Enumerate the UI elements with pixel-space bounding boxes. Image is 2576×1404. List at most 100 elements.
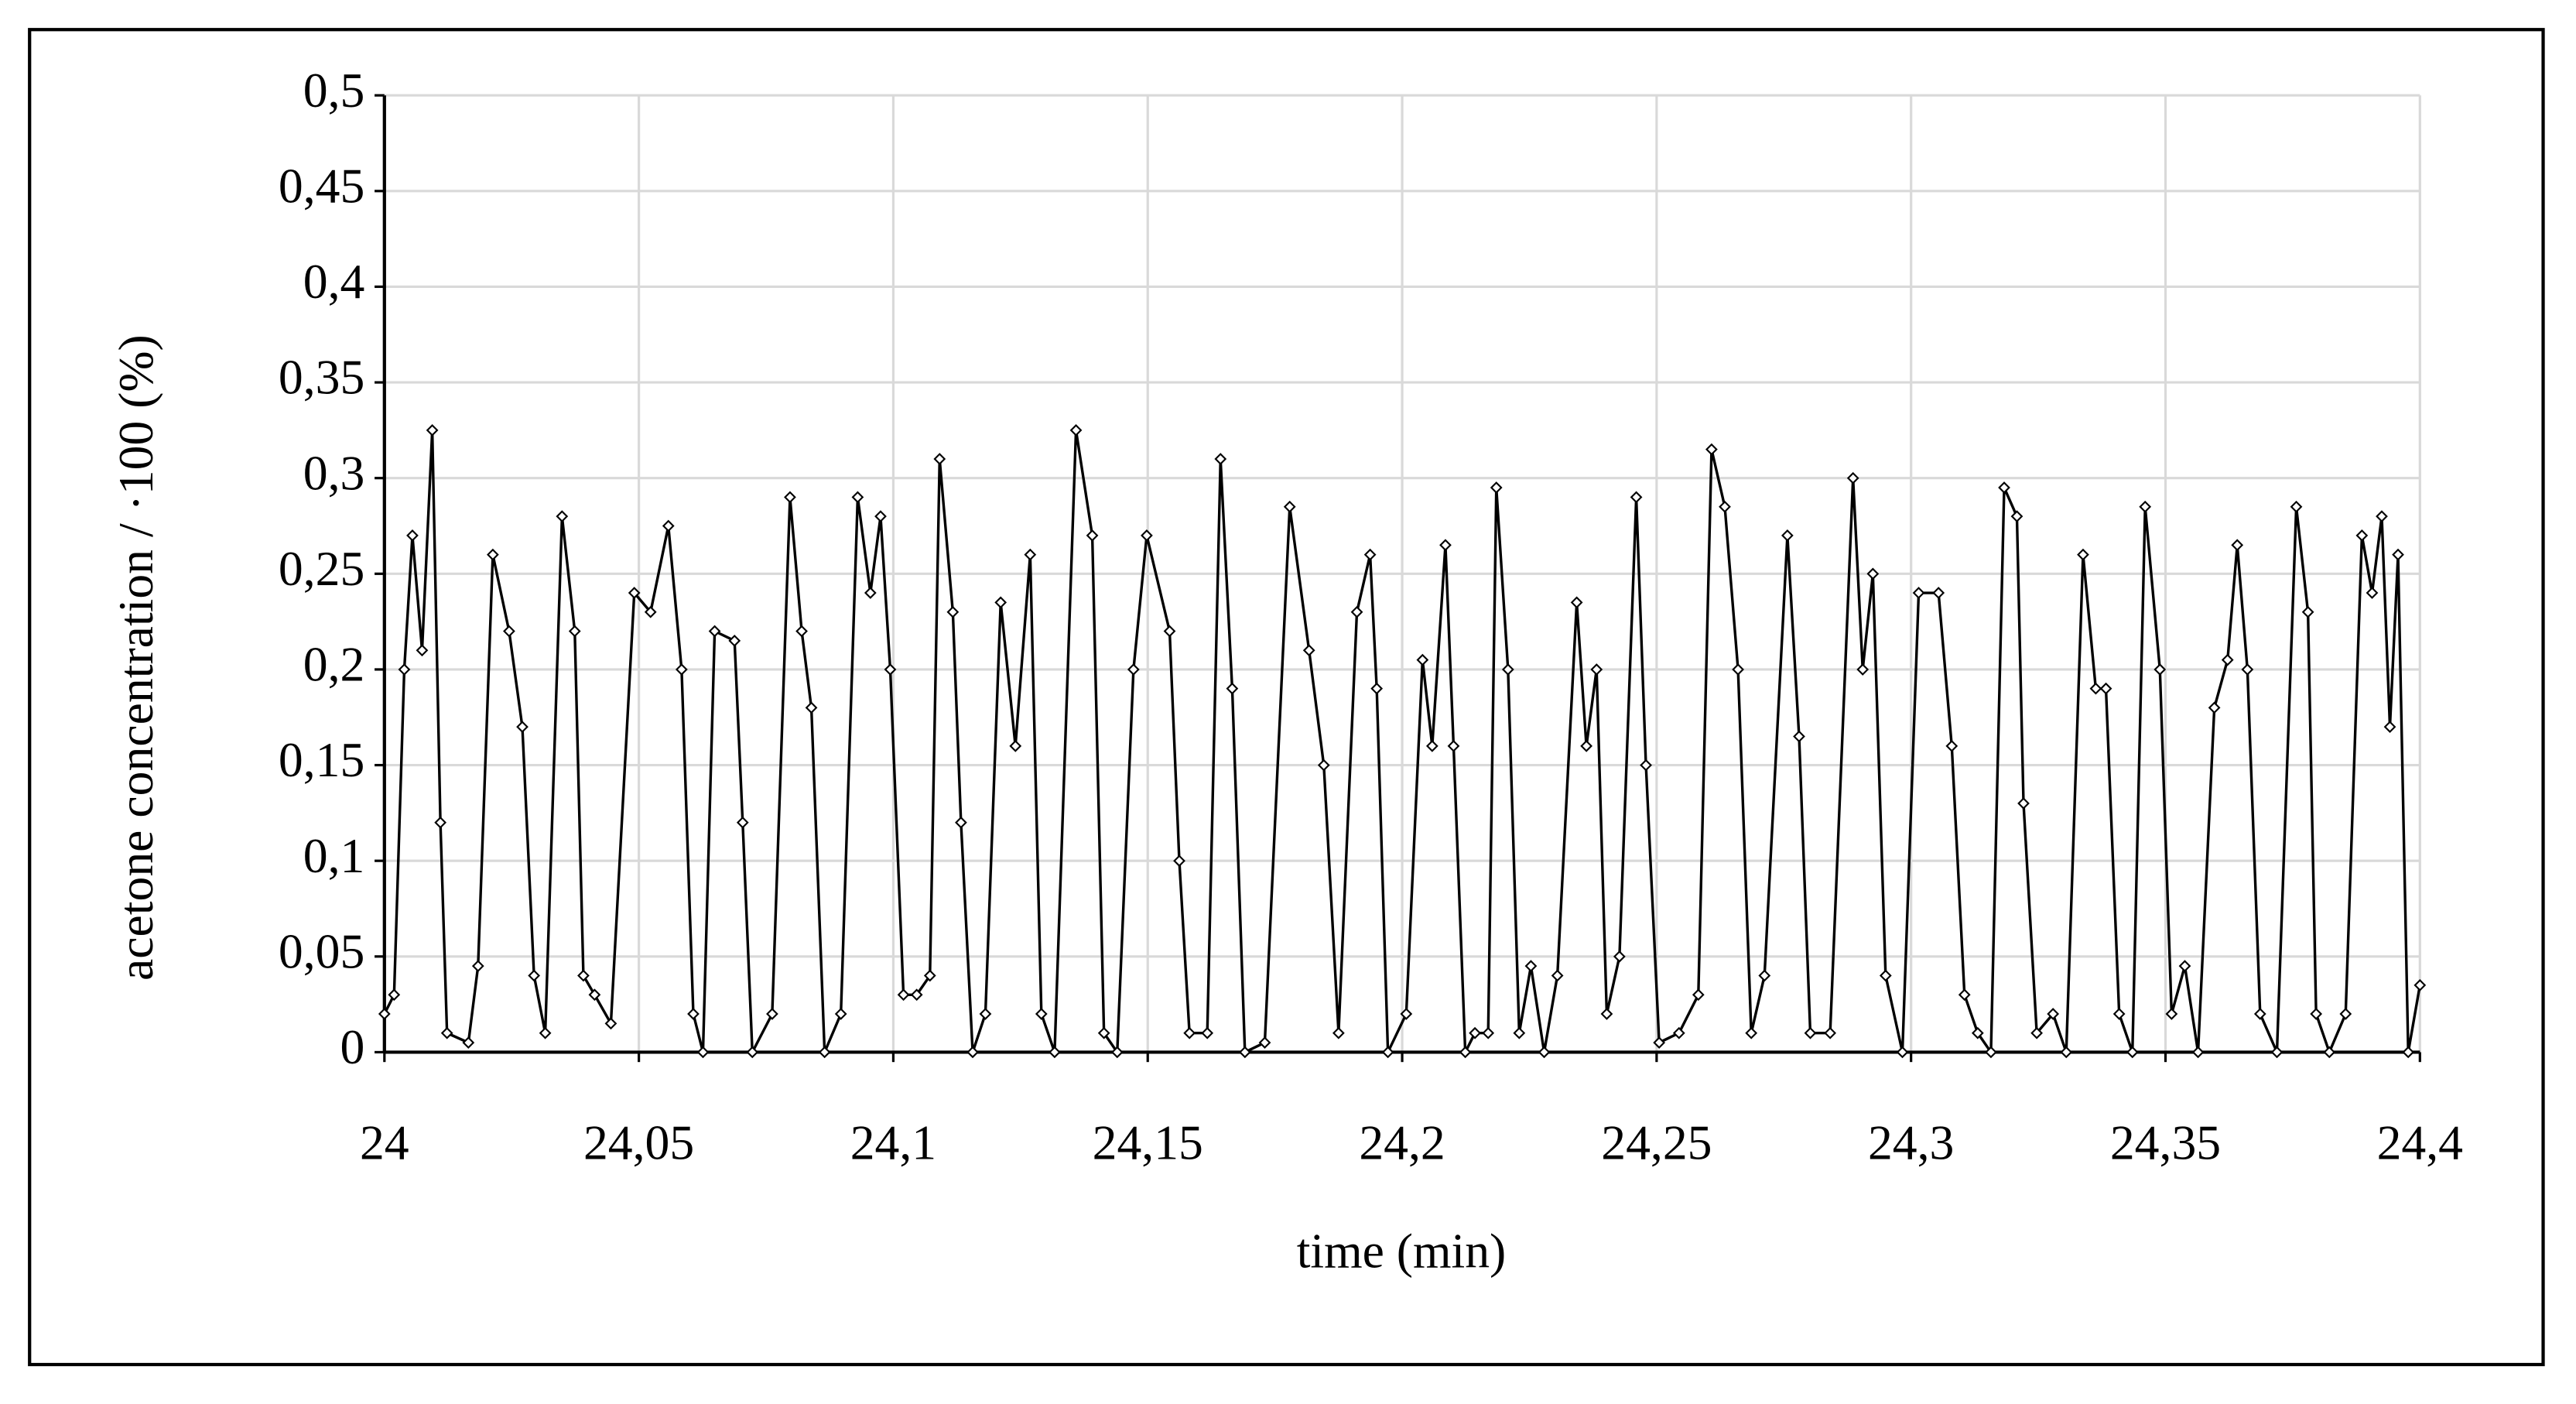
y-tick-label: 0,1: [303, 828, 365, 883]
data-marker: [1971, 1026, 1984, 1039]
data-marker: [1302, 644, 1315, 657]
data-marker: [2241, 663, 2254, 676]
data-marker: [440, 1026, 453, 1039]
data-marker: [834, 1008, 847, 1020]
x-tick-label: 24,3: [1868, 1115, 1954, 1169]
data-marker: [556, 510, 569, 523]
data-marker: [1381, 1046, 1394, 1059]
data-marker: [1049, 1046, 1061, 1059]
data-marker: [539, 1026, 552, 1039]
data-marker: [766, 1008, 778, 1020]
data-marker: [1613, 950, 1626, 963]
data-marker: [528, 969, 541, 982]
data-marker: [568, 625, 581, 638]
data-marker: [1719, 500, 1731, 513]
data-marker: [1824, 1026, 1836, 1039]
y-axis-title: acetone concentration / ·100 (%): [108, 334, 163, 981]
data-marker: [2414, 979, 2427, 991]
data-marker: [434, 816, 447, 829]
data-marker: [1425, 739, 1439, 752]
x-tick-label: 24,2: [1359, 1115, 1445, 1169]
x-tick-label: 24,05: [583, 1115, 694, 1169]
data-marker: [1501, 663, 1514, 676]
data-marker: [503, 625, 515, 638]
data-marker: [1469, 1026, 1481, 1039]
data-marker: [966, 1046, 979, 1059]
data-marker: [736, 816, 749, 829]
data-marker: [1932, 587, 1945, 599]
data-marker: [1363, 548, 1377, 561]
data-marker: [1141, 529, 1153, 542]
data-marker: [516, 721, 529, 733]
data-marker: [708, 625, 721, 638]
data-marker: [2310, 1008, 2323, 1020]
y-tick-label: 0,35: [279, 350, 364, 405]
data-marker: [1350, 605, 1363, 618]
data-marker: [1745, 1026, 1758, 1039]
data-marker: [1692, 988, 1705, 1002]
data-marker: [933, 453, 946, 465]
y-tick-label: 0,45: [279, 158, 364, 213]
data-marker: [2178, 960, 2191, 973]
data-marker: [1226, 682, 1239, 695]
data-marker: [2165, 1008, 2178, 1020]
data-marker: [1400, 1008, 1413, 1020]
data-marker: [675, 663, 688, 676]
data-marker: [784, 491, 796, 504]
data-marker: [874, 510, 887, 523]
data-marker: [795, 625, 808, 638]
data-marker: [2339, 1008, 2352, 1020]
data-marker: [2191, 1046, 2205, 1059]
data-marker: [2112, 1008, 2126, 1020]
data-marker: [1524, 960, 1538, 973]
data-marker: [1332, 1026, 1345, 1039]
data-marker: [378, 1008, 391, 1020]
data-marker: [416, 644, 429, 657]
data-marker: [851, 491, 864, 504]
data-marker: [388, 988, 401, 1002]
data-marker: [1538, 1046, 1551, 1059]
data-marker: [2301, 605, 2314, 618]
x-tick-label: 24,4: [2377, 1115, 2463, 1169]
data-marker: [398, 663, 411, 676]
data-marker: [2270, 1046, 2284, 1059]
data-marker: [1879, 969, 1892, 982]
data-marker: [1482, 1026, 1495, 1039]
data-marker: [1896, 1046, 1909, 1059]
data-marker: [1127, 663, 1140, 676]
data-marker: [910, 988, 923, 1002]
data-marker: [1110, 1046, 1124, 1059]
data-marker: [577, 969, 590, 982]
data-marker: [696, 1046, 710, 1059]
data-marker: [2139, 500, 2152, 513]
data-marker: [462, 1036, 475, 1049]
data-marker: [687, 1008, 700, 1020]
data-marker: [1439, 539, 1452, 552]
data-marker: [406, 529, 419, 542]
data-marker: [1846, 471, 1859, 485]
data-marker: [897, 988, 910, 1002]
data-marker: [1183, 1026, 1196, 1039]
data-marker: [2154, 663, 2167, 676]
data-marker: [1035, 1008, 1048, 1020]
y-tick-label: 0,2: [303, 637, 365, 692]
data-marker: [2366, 587, 2379, 599]
data-marker: [1998, 481, 2010, 494]
data-marker: [1630, 491, 1643, 504]
data-marker: [2208, 701, 2221, 714]
data-marker: [864, 587, 877, 599]
data-marker: [1945, 739, 1959, 752]
data-marker: [662, 519, 675, 532]
data-marker: [994, 596, 1007, 609]
data-marker: [2290, 500, 2303, 513]
data-marker: [1856, 663, 1870, 676]
data-marker: [955, 816, 967, 829]
x-tick-label: 24,15: [1093, 1115, 1203, 1169]
data-marker: [1600, 1008, 1613, 1020]
chart-border: [28, 28, 2545, 1367]
data-marker: [2010, 510, 2024, 523]
data-marker: [2323, 1046, 2336, 1059]
y-tick-label: 0,3: [303, 445, 365, 500]
data-marker: [426, 424, 439, 437]
data-marker: [2099, 682, 2112, 695]
